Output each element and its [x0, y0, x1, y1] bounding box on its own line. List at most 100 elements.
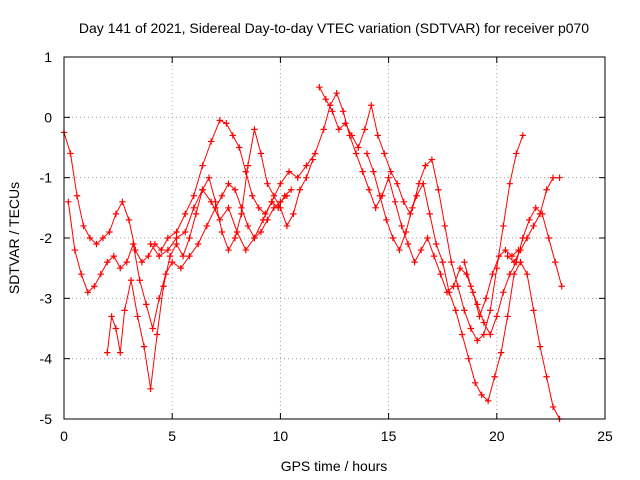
data-point-marker [264, 180, 271, 187]
plot-frame [63, 56, 606, 420]
data-point-marker [231, 186, 239, 193]
data-point-marker [391, 198, 399, 205]
data-point-marker [251, 126, 258, 133]
data-point-marker [140, 343, 148, 350]
data-point-marker [348, 132, 356, 139]
data-point-marker [223, 120, 230, 127]
series-track-2 [65, 180, 291, 332]
data-point-marker [456, 264, 464, 272]
data-point-marker [119, 198, 126, 205]
data-point-marker [497, 349, 505, 356]
series-track-1 [60, 117, 295, 266]
data-point-marker [489, 271, 496, 278]
data-point-marker [342, 120, 349, 127]
data-point-marker [160, 283, 167, 290]
data-point-marker [543, 373, 550, 380]
data-point-marker [285, 168, 293, 175]
data-point-marker [190, 204, 198, 212]
data-point-marker [487, 331, 494, 338]
data-point-marker [558, 283, 565, 290]
data-point-marker [374, 132, 381, 139]
data-point-marker [361, 126, 368, 133]
data-point-marker [526, 216, 533, 224]
data-point-marker [199, 162, 206, 169]
data-point-marker [147, 385, 154, 393]
data-point-marker [73, 192, 81, 199]
data-point-marker [132, 246, 139, 254]
data-point-marker [164, 246, 172, 254]
data-point-marker [249, 192, 256, 199]
data-point-marker [143, 301, 150, 308]
data-point-marker [381, 150, 388, 157]
data-point-marker [471, 379, 479, 386]
data-point-marker [517, 246, 524, 254]
data-point-marker [530, 307, 537, 314]
data-point-marker [218, 228, 226, 236]
data-point-marker [257, 150, 265, 157]
data-point-marker [484, 397, 492, 405]
data-point-marker [251, 234, 258, 242]
x-tick-label: 20 [489, 428, 505, 444]
data-point-marker [207, 138, 215, 145]
y-tick-label: 1 [44, 49, 52, 65]
data-point-marker [112, 210, 120, 218]
data-point-marker [316, 83, 323, 91]
data-point-marker [106, 228, 113, 236]
data-point-marker [478, 391, 485, 399]
data-point-marker [104, 258, 111, 266]
data-point-marker [145, 252, 152, 260]
data-point-marker [294, 174, 301, 181]
data-point-marker [404, 240, 412, 248]
data-point-marker [394, 180, 401, 187]
y-tick-label: -2 [40, 230, 53, 246]
series-trace [463, 206, 563, 336]
data-point-marker [543, 186, 550, 193]
data-point-marker [411, 258, 418, 266]
data-point-marker [257, 228, 265, 236]
data-point-marker [134, 313, 141, 320]
data-point-marker [65, 198, 72, 205]
x-tick-label: 10 [273, 428, 289, 444]
data-point-marker [422, 162, 429, 169]
data-point-marker [359, 168, 366, 175]
data-point-marker [233, 228, 241, 236]
y-axis-label: SDTVAR / TECUs [6, 182, 22, 294]
data-point-marker [303, 162, 310, 169]
data-point-marker [270, 204, 278, 212]
series-trace [67, 182, 288, 329]
data-point-marker [530, 222, 537, 230]
y-tick-label: 0 [44, 109, 52, 125]
data-point-marker [400, 198, 407, 205]
data-point-marker [80, 222, 87, 230]
data-point-marker [130, 240, 137, 248]
data-point-marker [482, 295, 490, 302]
data-point-marker [216, 216, 224, 224]
data-point-marker [510, 258, 518, 266]
data-point-marker [277, 204, 284, 212]
data-point-marker [430, 252, 438, 260]
data-point-marker [169, 258, 176, 266]
data-point-marker [177, 264, 185, 272]
data-point-marker [461, 258, 468, 266]
data-point-marker [355, 144, 362, 151]
data-point-marker [428, 156, 436, 163]
data-point-marker [71, 246, 79, 254]
data-point-marker [78, 271, 85, 278]
data-point-marker [500, 289, 507, 296]
data-point-marker [536, 210, 544, 218]
data-point-marker [268, 198, 275, 205]
data-point-marker [123, 258, 130, 266]
data-point-marker [513, 150, 520, 157]
data-point-marker [480, 331, 488, 338]
data-point-marker [467, 325, 475, 332]
data-point-marker [242, 168, 249, 175]
data-point-marker [480, 319, 488, 326]
data-point-marker [166, 252, 174, 260]
data-point-marker [84, 289, 92, 296]
data-point-marker [339, 108, 347, 115]
data-point-marker [445, 289, 453, 296]
data-point-marker [365, 186, 373, 193]
y-tick-label: -1 [40, 170, 53, 186]
series-track-8 [504, 174, 563, 266]
